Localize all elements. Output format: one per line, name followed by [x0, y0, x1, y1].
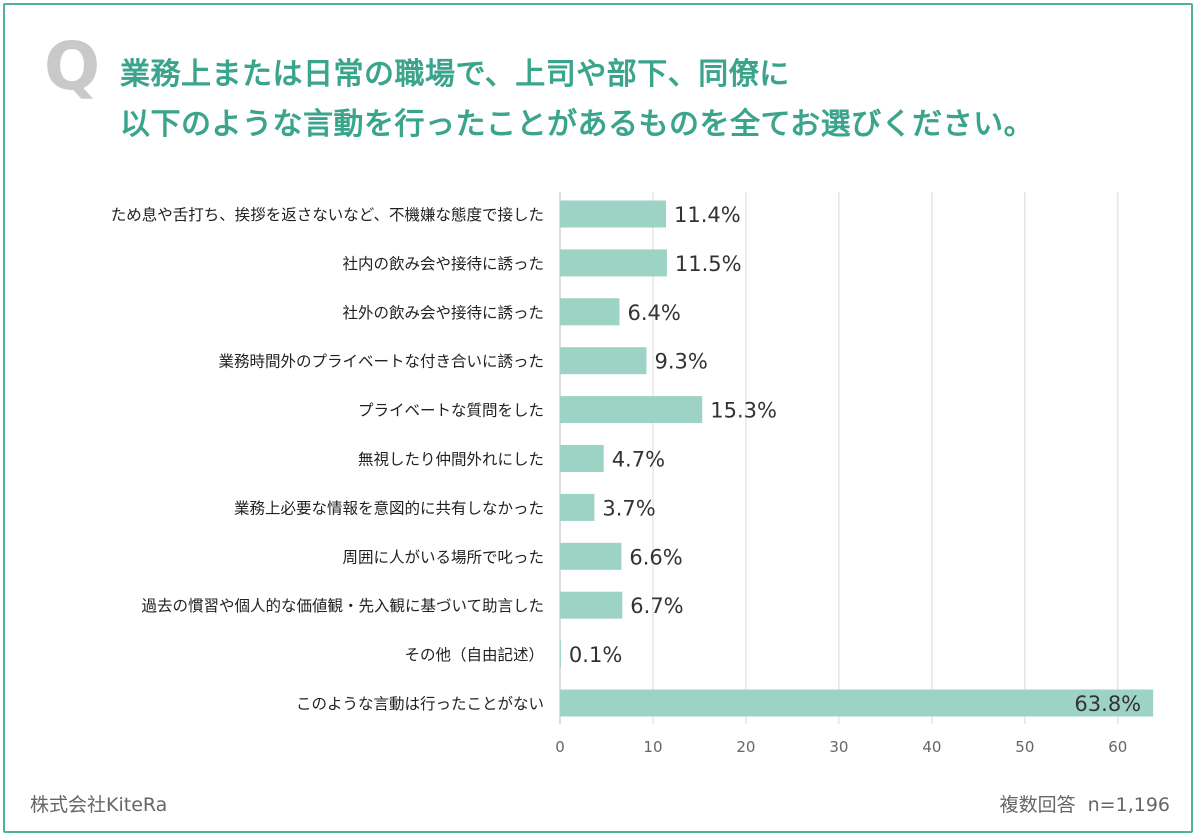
question-title: 業務上または日常の職場で、上司や部下、同僚に 以下のような言動を行ったことがある… [120, 50, 1034, 150]
category-label: プライベートな質問をした [358, 402, 544, 420]
bar [560, 396, 703, 424]
category-label: 無視したり仲間外れにした [358, 451, 544, 469]
category-label: 社内の飲み会や接待に誘った [342, 255, 544, 273]
category-label: 過去の慣習や個人的な価値観・先入観に基づいて助言した [141, 597, 544, 615]
data-label: 11.5% [675, 252, 742, 276]
data-label: 3.7% [602, 496, 655, 520]
data-label: 4.7% [612, 448, 665, 472]
data-label: 6.4% [628, 301, 681, 325]
category-label: 業務時間外のプライベートな付き合いに誘った [218, 353, 544, 371]
data-label: 6.6% [629, 545, 682, 569]
bar [560, 542, 622, 570]
bar [560, 640, 561, 668]
category-label: このような言動は行ったことがない [296, 695, 544, 713]
data-label: 9.3% [654, 350, 707, 374]
data-label: 0.1% [569, 643, 622, 667]
sample-info: 複数回答 n=1,196 [988, 790, 1170, 817]
category-label: その他（自由記述） [404, 646, 544, 664]
data-label: 6.7% [630, 594, 683, 618]
x-tick-label: 50 [1015, 738, 1034, 756]
bar [560, 200, 666, 228]
bar [560, 347, 647, 375]
category-label: 業務上必要な情報を意図的に共有しなかった [234, 498, 544, 517]
category-label: 社外の飲み会や接待に誘った [342, 304, 544, 322]
x-tick-label: 30 [829, 738, 848, 756]
data-label: 15.3% [710, 399, 777, 423]
bar [560, 689, 1154, 717]
q-mark: Q [44, 28, 101, 105]
bar [560, 249, 667, 277]
question-line-2: 以下のような言動を行ったことがあるものを全てお選びください。 [120, 107, 1035, 142]
bar [560, 591, 623, 619]
x-tick-label: 60 [1108, 738, 1127, 756]
bar [560, 445, 604, 472]
company-name: 株式会社KiteRa [30, 794, 168, 816]
bar [560, 493, 595, 521]
category-label: 周囲に人がいる場所で叱った [342, 548, 544, 566]
sample-size: n=1,196 [1087, 794, 1170, 816]
x-tick-label: 10 [643, 738, 662, 756]
bar [560, 298, 620, 326]
x-tick-label: 20 [736, 738, 755, 756]
x-tick-label: 0 [555, 738, 565, 756]
x-tick-label: 40 [922, 738, 941, 756]
data-label: 11.4% [674, 203, 741, 227]
data-label: 63.8% [1074, 692, 1141, 716]
category-label: ため息や舌打ち、挨拶を返さないなど、不機嫌な態度で接した [111, 206, 544, 224]
answer-note: 複数回答 [999, 794, 1076, 816]
question-line-1: 業務上または日常の職場で、上司や部下、同僚に [120, 57, 790, 92]
